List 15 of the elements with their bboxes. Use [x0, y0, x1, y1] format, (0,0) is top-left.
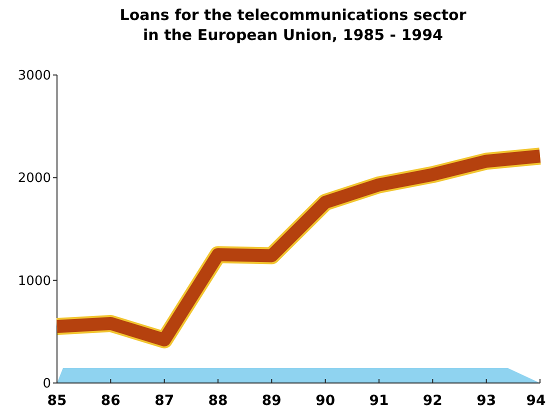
- y-tick-label: 0: [42, 376, 51, 392]
- x-tick-label: 90: [316, 393, 336, 409]
- x-tick-label: 94: [526, 393, 546, 409]
- y-tick-label: 1000: [18, 274, 51, 289]
- x-tick-label: 87: [154, 393, 174, 409]
- x-tick-label: 93: [476, 393, 496, 409]
- x-tick-label: 89: [262, 393, 282, 409]
- y-tick-label: 3000: [18, 68, 51, 84]
- x-tick-label: 86: [100, 393, 120, 409]
- x-tick-label: 88: [208, 393, 228, 409]
- chart-title: Loans for the telecommunications sector in the European Union, 1985 - 1994: [120, 6, 467, 44]
- x-tick-label: 91: [369, 393, 389, 409]
- x-tick-label: 92: [422, 393, 442, 409]
- y-tick-label: 2000: [18, 171, 51, 186]
- x-tick-label: 85: [47, 393, 67, 409]
